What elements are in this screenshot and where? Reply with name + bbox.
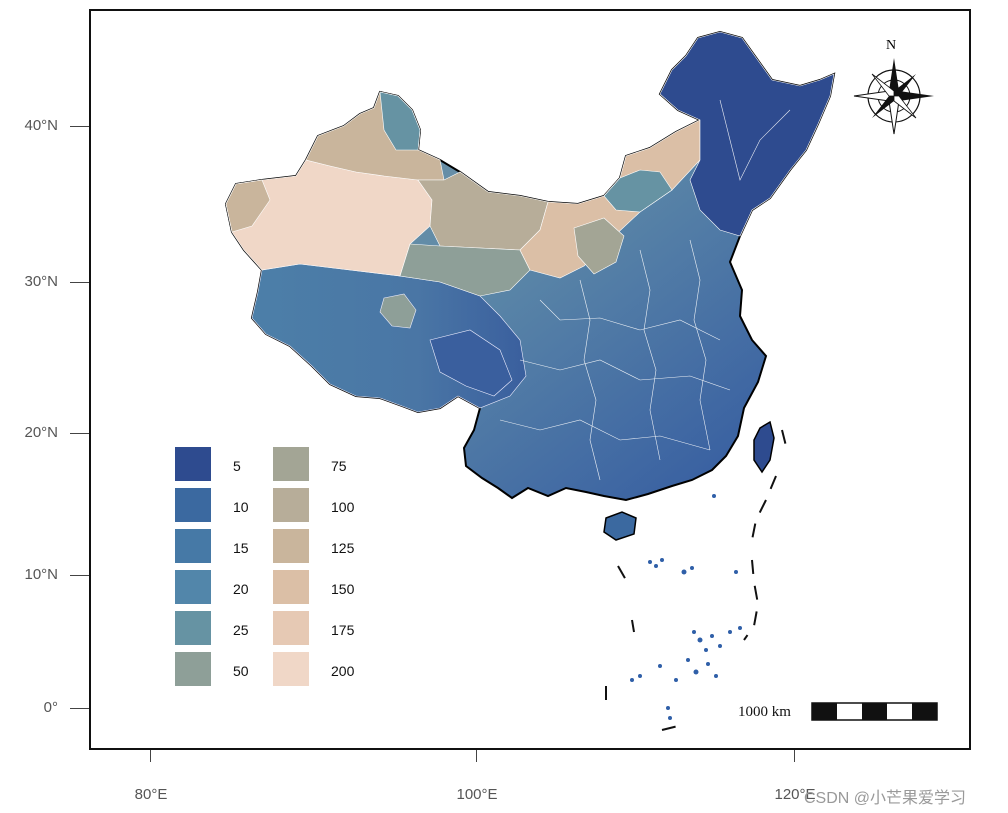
legend-label-50: 50 [233, 663, 249, 679]
legend-label-150: 150 [331, 581, 355, 597]
north-label: N [886, 38, 897, 53]
legend-swatch-15 [175, 529, 211, 563]
legend-swatch-20 [175, 570, 211, 604]
legend-label-100: 100 [331, 499, 355, 515]
y-tick-label-10n: 10°N [24, 566, 58, 583]
legend-swatch-5 [175, 447, 211, 481]
legend-swatch-75 [273, 447, 309, 481]
y-tick-label-40n: 40°N [24, 117, 58, 134]
inner-mongolia-central-region [573, 217, 625, 275]
legend-label-20: 20 [233, 581, 249, 597]
y-tick-label-0: 0° [43, 699, 58, 716]
xinjiang-west-region [225, 179, 271, 233]
x-tick-100e [476, 750, 477, 762]
legend-swatch-50 [175, 652, 211, 686]
x-tick-label-100e: 100°E [456, 786, 498, 803]
legend-label-10: 10 [233, 499, 249, 515]
altai-region [379, 91, 421, 151]
north-arrow-icon [853, 58, 934, 135]
legend-swatch-25 [175, 611, 211, 645]
watermark: CSDN @小芒果爱学习 [804, 790, 967, 807]
hainan-island [603, 511, 637, 541]
y-tick-label-20n: 20°N [24, 424, 58, 441]
y-tick-20n [70, 433, 89, 434]
xinjiang-east-region [417, 171, 549, 251]
province-boundaries [499, 99, 791, 481]
tibet-lake-region [379, 293, 417, 329]
x-tick-label-80e: 80°E [134, 786, 168, 803]
legend-swatch-10 [175, 488, 211, 522]
qinghai-region [399, 243, 531, 297]
northeast-china-region [659, 31, 835, 237]
scale-bar [811, 702, 938, 721]
taiwan-island [753, 420, 775, 474]
y-tick-40n [70, 126, 89, 127]
y-tick-30n [70, 282, 89, 283]
legend-label-25: 25 [233, 622, 249, 638]
legend-swatch-100 [273, 488, 309, 522]
x-tick-80e [150, 750, 151, 762]
tibet-east-region [429, 329, 513, 397]
legend-label-75: 75 [331, 458, 347, 474]
legend-swatch-200 [273, 652, 309, 686]
legend-swatch-175 [273, 611, 309, 645]
nine-dash-line [605, 429, 787, 731]
scale-bar-label: 1000 km [738, 704, 791, 720]
legend-swatch-125 [273, 529, 309, 563]
northeast-boundary-region [603, 169, 673, 213]
legend-label-175: 175 [331, 622, 355, 638]
x-tick-label-120e: 120°E [774, 786, 816, 803]
y-tick-0 [70, 708, 89, 709]
sea-islands [630, 494, 742, 720]
x-tick-120e [794, 750, 795, 762]
legend-label-15: 15 [233, 540, 249, 556]
legend-label-5: 5 [233, 458, 241, 474]
legend-label-125: 125 [331, 540, 355, 556]
y-tick-label-30n: 30°N [24, 273, 58, 290]
legend-swatch-150 [273, 570, 309, 604]
legend-label-200: 200 [331, 663, 355, 679]
y-tick-10n [70, 575, 89, 576]
